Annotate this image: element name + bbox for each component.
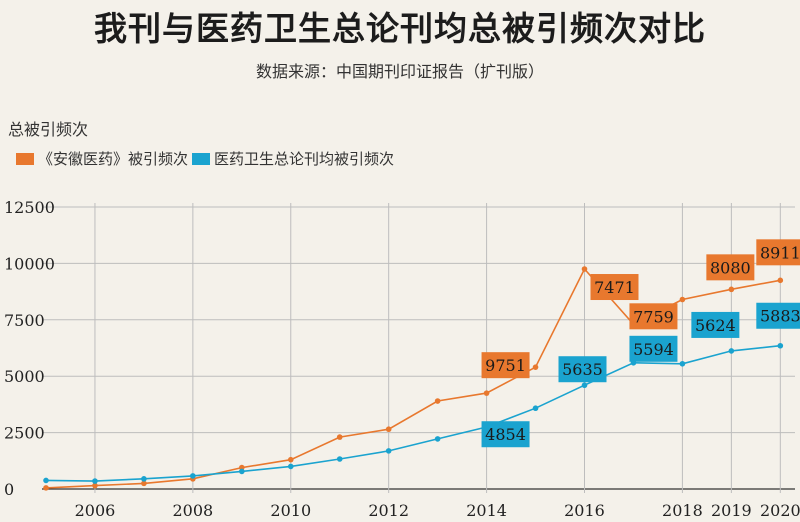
data-point-0 [385,426,392,433]
data-label-box-1 [691,311,740,338]
data-point-0 [141,480,147,487]
data-label-1: 5594 [633,340,674,359]
series-line-1 [45,344,781,482]
x-tick-label: 2012 [368,501,409,520]
x-tick-label: 2006 [75,501,116,520]
data-point-1 [532,405,539,412]
y-axis-label: 总被引频次 [8,120,89,139]
y-tick-label: 10000 [4,254,55,273]
data-point-1 [728,348,735,354]
data-label-box-1 [756,302,800,329]
data-point-0 [532,364,539,370]
data-point-1 [190,473,196,479]
data-label-box-0 [590,274,639,301]
series-line-0 [45,267,781,489]
y-tick-label: 0 [4,480,14,499]
data-label-1: 5624 [695,316,736,335]
data-label-box-0 [629,303,678,330]
data-point-1 [777,342,784,349]
data-label-box-0 [756,239,800,266]
x-tick-label: 2018 [662,501,703,520]
y-tick-label: 12500 [4,198,55,217]
data-point-1 [434,436,441,442]
data-label-1: 5883 [760,307,800,326]
data-label-0: 7471 [594,278,635,297]
chart-title: 我刊与医药卫生总论刊均总被引频次对比 [94,9,706,48]
data-point-0 [483,390,490,396]
data-point-0 [336,434,343,440]
x-tick-label: 2008 [173,501,214,520]
y-tick-label: 5000 [4,367,45,386]
data-point-1 [141,476,147,482]
x-tick-label: 2019 [711,501,752,520]
data-point-0 [287,456,294,463]
y-tick-label: 7500 [4,311,45,330]
data-point-0 [239,464,245,471]
data-point-0 [581,266,588,272]
legend-item-average: 医药卫生总论刊均被引频次 [192,148,394,169]
legend-label-average: 医药卫生总论刊均被引频次 [214,150,395,168]
legend-swatch-orange [16,152,34,165]
x-tick-label: 2010 [270,501,311,520]
data-point-1 [679,360,686,367]
data-point-1 [239,468,245,475]
data-label-box-0 [481,352,530,379]
data-point-0 [434,398,441,404]
chart-subtitle: 数据来源：中国期刊印证报告（扩刊版） [255,62,544,81]
data-label-0: 7759 [633,307,674,326]
data-point-0 [777,277,784,284]
data-point-1 [336,456,343,462]
data-point-0 [728,286,735,293]
data-label-box-1 [558,356,607,383]
data-point-1 [92,478,98,484]
data-label-0: 9751 [485,356,526,375]
x-tick-label: 2020 [760,501,800,520]
data-label-0: 8911 [760,243,800,262]
data-point-1 [581,382,588,389]
data-point-0 [679,296,686,303]
data-label-0: 8080 [710,258,751,277]
x-tick-label: 2014 [466,501,507,520]
data-label-1: 4854 [485,425,526,444]
legend-swatch-blue [192,152,211,165]
data-point-1 [385,448,392,454]
data-point-0 [92,482,98,489]
data-label-box-1 [629,335,678,362]
legend-item-anhui: 《安徽医药》被引频次 [16,148,188,169]
data-label-box-1 [481,421,530,448]
data-label-box-0 [706,254,755,281]
x-tick-label: 2016 [564,501,605,520]
data-point-1 [43,477,49,484]
y-tick-label: 2500 [4,424,45,443]
data-label-1: 5635 [562,360,603,379]
data-point-0 [43,485,49,491]
legend: 《安徽医药》被引频次 医药卫生总论刊均被引频次 [16,148,398,169]
data-point-1 [287,463,294,470]
legend-label-anhui: 《安徽医药》被引频次 [38,150,189,168]
